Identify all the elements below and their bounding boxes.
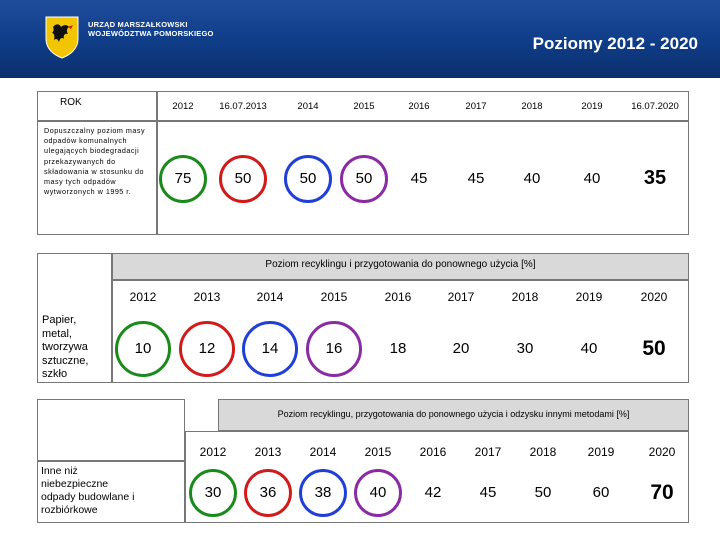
table3-year: 2014 xyxy=(309,445,337,459)
table1-description-cell xyxy=(37,121,157,235)
table1-year: 2017 xyxy=(465,101,487,112)
table3-year: 2018 xyxy=(529,445,557,459)
table1-row-header-cell xyxy=(37,91,157,121)
table3-year: 2019 xyxy=(587,445,615,459)
table3-value: 42 xyxy=(424,484,442,502)
table2-value-ring xyxy=(179,321,235,377)
table1-year: 16.07.2013 xyxy=(219,101,267,112)
table1-value: 45 xyxy=(467,170,485,188)
table1-year: 2012 xyxy=(172,101,194,112)
table2-value: 18 xyxy=(389,340,407,358)
table3-value: 38 xyxy=(314,484,332,502)
table1-year: 2014 xyxy=(297,101,319,112)
table1-year: 2019 xyxy=(581,101,603,112)
table1-value: 40 xyxy=(523,170,541,188)
table2-year: 2018 xyxy=(511,290,539,304)
table1-value-ring xyxy=(159,155,207,203)
table1-year: 2015 xyxy=(353,101,375,112)
table2-year: 2020 xyxy=(640,290,668,304)
table2-value: 30 xyxy=(516,340,534,358)
table1-value: 40 xyxy=(583,170,601,188)
table1-years-band xyxy=(157,91,689,121)
table3-value: 50 xyxy=(534,484,552,502)
table3-year: 2016 xyxy=(419,445,447,459)
table3-value: 36 xyxy=(259,484,277,502)
table3-value: 45 xyxy=(479,484,497,502)
table3-year: 2017 xyxy=(474,445,502,459)
page-title: Poziomy 2012 - 2020 xyxy=(532,34,698,53)
griffin-crest-icon xyxy=(44,15,80,59)
table3-banner-text: Poziom recyklingu, przygotowania do pono… xyxy=(277,409,630,419)
table2-banner-text: Poziom recyklingu i przygotowania do pon… xyxy=(265,259,536,270)
table2-label: Papier, metal, tworzywa sztuczne, szkło xyxy=(42,314,89,380)
table3-body xyxy=(185,431,689,523)
table1-year: 2016 xyxy=(408,101,430,112)
organization-name: URZĄD MARSZAŁKOWSKI WOJEWÓDZTWA POMORSKI… xyxy=(88,20,214,38)
table1-values-band xyxy=(157,121,689,235)
table3-year: 2012 xyxy=(199,445,227,459)
table3-value-ring xyxy=(354,469,402,517)
table3-label-cell xyxy=(37,461,185,523)
table3-left-top xyxy=(37,399,185,461)
table2-year: 2015 xyxy=(320,290,348,304)
table2-year: 2016 xyxy=(384,290,412,304)
table1-value: 35 xyxy=(643,167,667,190)
table2-value: 20 xyxy=(452,340,470,358)
table2-value: 10 xyxy=(134,340,152,358)
table3-year: 2015 xyxy=(364,445,392,459)
table2-value: 50 xyxy=(642,336,666,360)
table1-year: 16.07.2020 xyxy=(631,101,679,112)
table3-banner xyxy=(218,399,689,431)
table1-value-ring xyxy=(340,155,388,203)
table3-value: 30 xyxy=(204,484,222,502)
table1-value-ring xyxy=(284,155,332,203)
table1-value: 50 xyxy=(355,170,373,188)
table2-value-ring xyxy=(242,321,298,377)
table3-year: 2013 xyxy=(254,445,282,459)
org-line-2: WOJEWÓDZTWA POMORSKIEGO xyxy=(88,29,214,38)
header-bar: URZĄD MARSZAŁKOWSKI WOJEWÓDZTWA POMORSKI… xyxy=(0,0,720,78)
table3-value: 70 xyxy=(650,480,674,504)
table1-value: 45 xyxy=(410,170,428,188)
table3-value: 60 xyxy=(592,484,610,502)
table3-year: 2020 xyxy=(648,445,676,459)
table2-year: 2012 xyxy=(129,290,157,304)
org-line-1: URZĄD MARSZAŁKOWSKI xyxy=(88,20,188,29)
table2-year: 2019 xyxy=(575,290,603,304)
table2-banner-left xyxy=(37,253,112,383)
table2-value-ring xyxy=(115,321,171,377)
table1-value: 50 xyxy=(299,170,317,188)
table1-value: 50 xyxy=(234,170,252,188)
table3-value-ring xyxy=(189,469,237,517)
table1-value: 75 xyxy=(174,170,192,188)
table2-year: 2017 xyxy=(447,290,475,304)
table2-body xyxy=(112,280,689,383)
table2-value-ring xyxy=(306,321,362,377)
table2-value: 40 xyxy=(580,340,598,358)
table2-value: 16 xyxy=(325,340,343,358)
table1-value-ring xyxy=(219,155,267,203)
table1-description: Dopuszczalny poziom masy odpadów komunal… xyxy=(44,126,146,197)
table3-value-ring xyxy=(299,469,347,517)
table1-year: 2018 xyxy=(521,101,543,112)
table2-year: 2013 xyxy=(193,290,221,304)
table2-year: 2014 xyxy=(256,290,284,304)
table1-row-header: ROK xyxy=(60,97,82,108)
table3-label: Inne niż niebezpieczne odpady budowlane … xyxy=(41,465,135,516)
table2-value: 14 xyxy=(261,340,279,358)
table3-value-ring xyxy=(244,469,292,517)
table2-banner xyxy=(112,253,689,280)
table3-value: 40 xyxy=(369,484,387,502)
table2-value: 12 xyxy=(198,340,216,358)
